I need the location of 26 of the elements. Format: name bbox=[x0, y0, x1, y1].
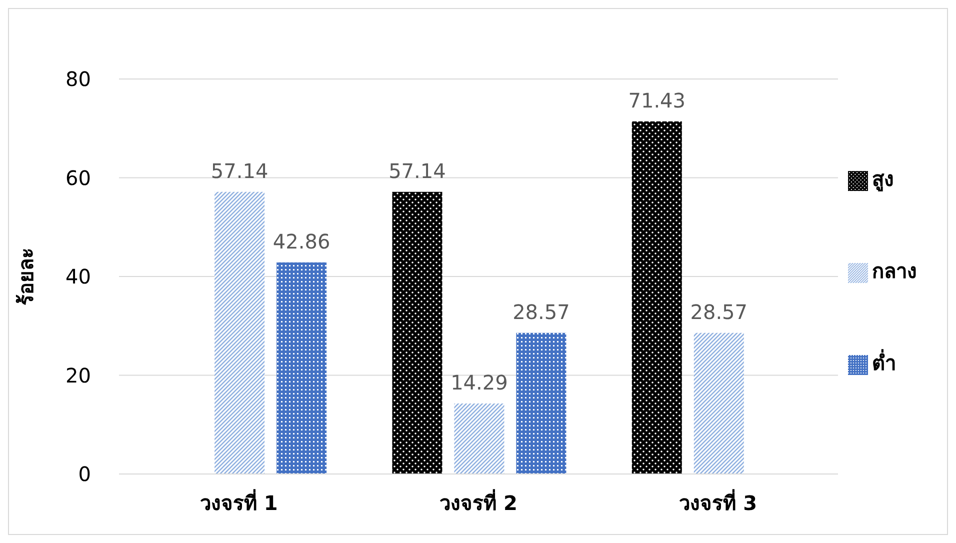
bar bbox=[516, 332, 566, 474]
x-tick-label: วงจรที่ 2 bbox=[440, 488, 518, 516]
y-tick-label: 40 bbox=[66, 264, 91, 289]
bar bbox=[276, 262, 327, 474]
y-tick-label: 20 bbox=[66, 363, 91, 388]
data-label: 42.86 bbox=[272, 229, 330, 254]
bar bbox=[694, 332, 744, 474]
data-label: 57.14 bbox=[388, 158, 446, 183]
y-axis-title: ร้อยละ bbox=[14, 248, 38, 306]
legend-label: ต่ำ bbox=[872, 350, 896, 374]
data-label: 57.14 bbox=[210, 158, 268, 183]
data-label: 14.29 bbox=[450, 370, 508, 394]
bar bbox=[214, 192, 265, 474]
x-tick-label: วงจรที่ 3 bbox=[679, 488, 758, 516]
y-tick-label: 0 bbox=[78, 462, 91, 486]
data-label: 28.57 bbox=[512, 300, 570, 324]
bar bbox=[632, 121, 682, 474]
bar bbox=[392, 192, 442, 474]
data-label: 28.57 bbox=[690, 300, 748, 324]
bar bbox=[454, 403, 504, 474]
y-tick-label: 80 bbox=[66, 67, 91, 92]
data-label: 71.43 bbox=[628, 88, 686, 112]
legend-label: กลาง bbox=[872, 258, 917, 282]
x-tick-label: วงจรที่ 1 bbox=[200, 488, 278, 516]
legend-label: สูง bbox=[872, 166, 894, 190]
y-tick-label: 60 bbox=[66, 166, 91, 190]
